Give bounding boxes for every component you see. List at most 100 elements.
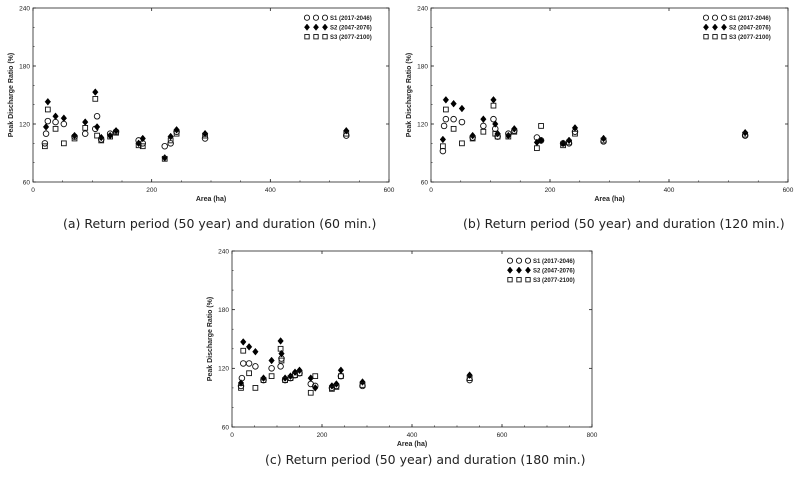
data-point-diamond: [442, 96, 449, 104]
data-point-square: [282, 377, 288, 383]
y-tick-label: 120: [218, 366, 229, 373]
x-tick-label: 800: [587, 432, 598, 439]
data-point-square: [572, 130, 578, 137]
data-point-square: [560, 142, 566, 149]
data-point-circle: [268, 365, 275, 372]
data-point-square: [238, 385, 244, 391]
data-point-diamond: [359, 378, 366, 386]
data-point-circle: [161, 142, 168, 150]
legend-symbol-square: [712, 34, 718, 40]
data-point-diamond: [439, 135, 447, 144]
y-tick-label: 180: [218, 307, 229, 314]
data-point-diamond: [466, 371, 473, 379]
x-tick-label: 0: [31, 187, 35, 194]
data-point-square: [113, 129, 119, 136]
data-point-diamond: [237, 379, 245, 387]
caption-c: (c) Return period (50 year) and duration…: [265, 452, 586, 467]
data-point-square: [742, 131, 749, 138]
x-tick-label: 0: [230, 432, 234, 439]
data-point-circle: [167, 140, 174, 147]
data-point-square: [459, 140, 465, 147]
legend-symbol-diamond: [525, 266, 531, 274]
data-point-diamond: [252, 347, 259, 356]
x-tick-label: 400: [664, 187, 675, 194]
data-point-diamond: [450, 99, 457, 108]
data-point-square: [139, 143, 146, 150]
legend-symbol-circle: [720, 14, 728, 21]
data-point-square: [173, 130, 180, 137]
legend-symbol-square: [507, 277, 513, 283]
data-point-diamond: [52, 112, 59, 121]
data-point-square: [42, 143, 48, 150]
data-point-square: [98, 137, 105, 144]
series-2: [237, 337, 473, 392]
legend-symbol-diamond: [322, 23, 328, 31]
legend-label: S2 (2047-2076): [533, 269, 575, 275]
data-point-diamond: [490, 96, 497, 104]
data-point-diamond: [44, 97, 51, 106]
data-point-diamond: [492, 120, 499, 128]
data-point-square: [71, 135, 78, 142]
data-point-square: [167, 137, 174, 144]
data-point-diamond: [60, 114, 67, 122]
data-point-square: [202, 132, 208, 139]
legend-symbol-square: [304, 34, 310, 40]
legend-symbol-square: [516, 277, 522, 283]
y-tick-label: 60: [222, 424, 230, 431]
data-point-diamond: [296, 366, 303, 375]
data-point-circle: [42, 130, 50, 137]
x-axis-label: Area (ha): [397, 441, 427, 448]
data-point-circle: [490, 115, 497, 123]
data-point-circle: [52, 118, 59, 126]
x-axis-label: Area (ha): [594, 196, 624, 203]
data-point-square: [450, 125, 457, 132]
data-point-square: [252, 385, 259, 391]
data-point-square: [94, 132, 100, 139]
data-point-square: [287, 375, 294, 381]
data-point-square: [505, 133, 512, 140]
data-point-square: [240, 347, 247, 354]
data-point-square: [538, 123, 544, 129]
legend: S1 (2017-2046) S2 (2047-2076) S3 (2077-210…: [702, 14, 771, 41]
data-point-circle: [442, 115, 450, 123]
legend-symbol-square: [721, 34, 727, 40]
legend-symbol-circle: [321, 14, 329, 21]
legend-symbol-circle: [524, 257, 532, 264]
legend-label: S1 (2017-2046): [729, 16, 771, 22]
data-point-diamond: [139, 134, 146, 143]
legend-symbol-diamond: [313, 23, 319, 31]
data-point-square: [494, 133, 501, 140]
data-point-diamond: [135, 139, 142, 148]
data-point-square: [469, 135, 476, 142]
data-point-diamond: [333, 380, 340, 388]
data-point-square: [82, 125, 89, 131]
data-point-diamond: [71, 131, 78, 140]
legend-symbol-diamond: [516, 266, 522, 274]
legend-symbol-diamond: [712, 23, 718, 31]
data-point-square: [161, 155, 168, 162]
data-point-square: [333, 384, 340, 390]
data-point-square: [246, 370, 252, 377]
data-point-square: [44, 106, 51, 113]
data-point-square: [566, 139, 572, 146]
data-point-circle: [60, 120, 68, 128]
chart-panel-2: 0 200 400 600 60 120 180 240 Area (ha) Peak Disch…: [406, 5, 794, 203]
data-point-square: [490, 102, 497, 109]
data-point-circle: [93, 113, 101, 120]
data-point-circle: [44, 117, 52, 125]
legend-label: S1 (2017-2046): [330, 16, 372, 22]
data-point-diamond: [480, 115, 487, 123]
y-axis-label: Peak Discharge Ratio (%): [406, 53, 413, 137]
x-tick-label: 200: [545, 187, 556, 194]
data-point-circle: [480, 122, 487, 130]
data-point-diamond: [82, 118, 89, 126]
y-tick-label: 180: [417, 63, 428, 70]
x-tick-label: 400: [265, 187, 276, 194]
legend-symbol-circle: [506, 257, 514, 264]
y-tick-label: 60: [421, 179, 429, 186]
y-axis-label: Peak Discharge Ratio (%): [207, 297, 214, 381]
data-point-circle: [440, 122, 448, 130]
data-point-circle: [277, 363, 284, 370]
data-point-circle: [458, 118, 466, 126]
y-tick-label: 240: [417, 5, 428, 12]
